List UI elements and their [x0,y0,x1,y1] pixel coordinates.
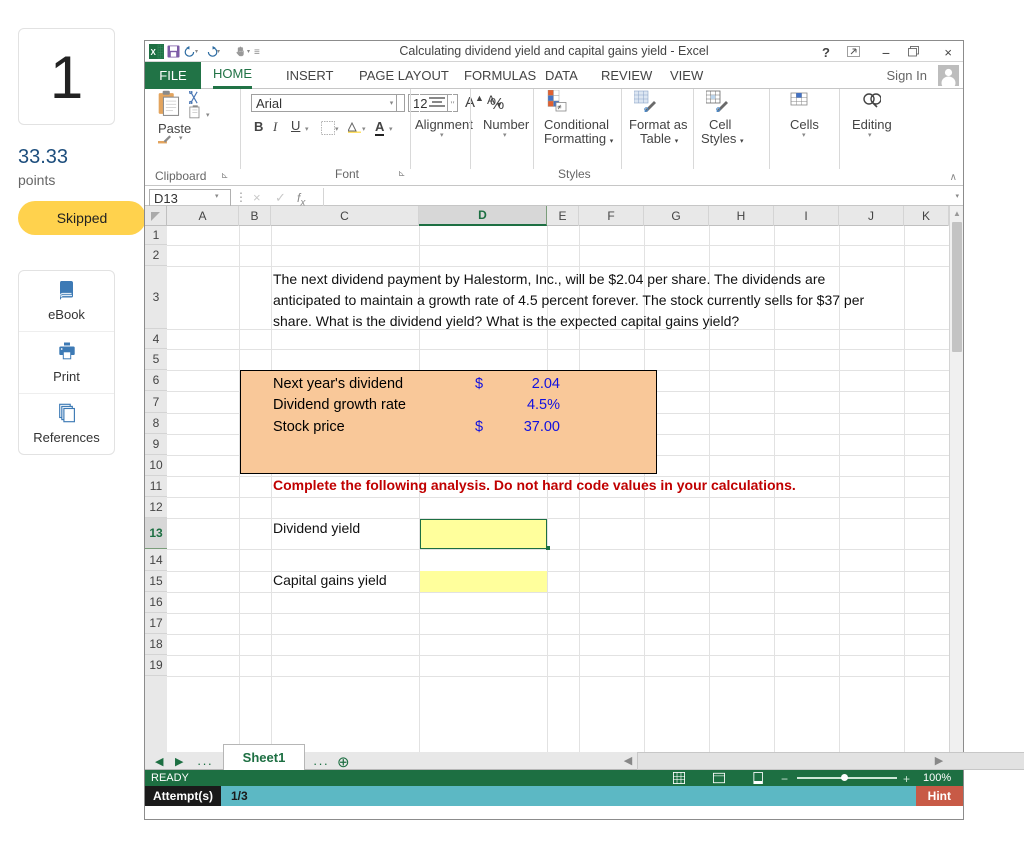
svg-text:≠: ≠ [557,102,561,111]
